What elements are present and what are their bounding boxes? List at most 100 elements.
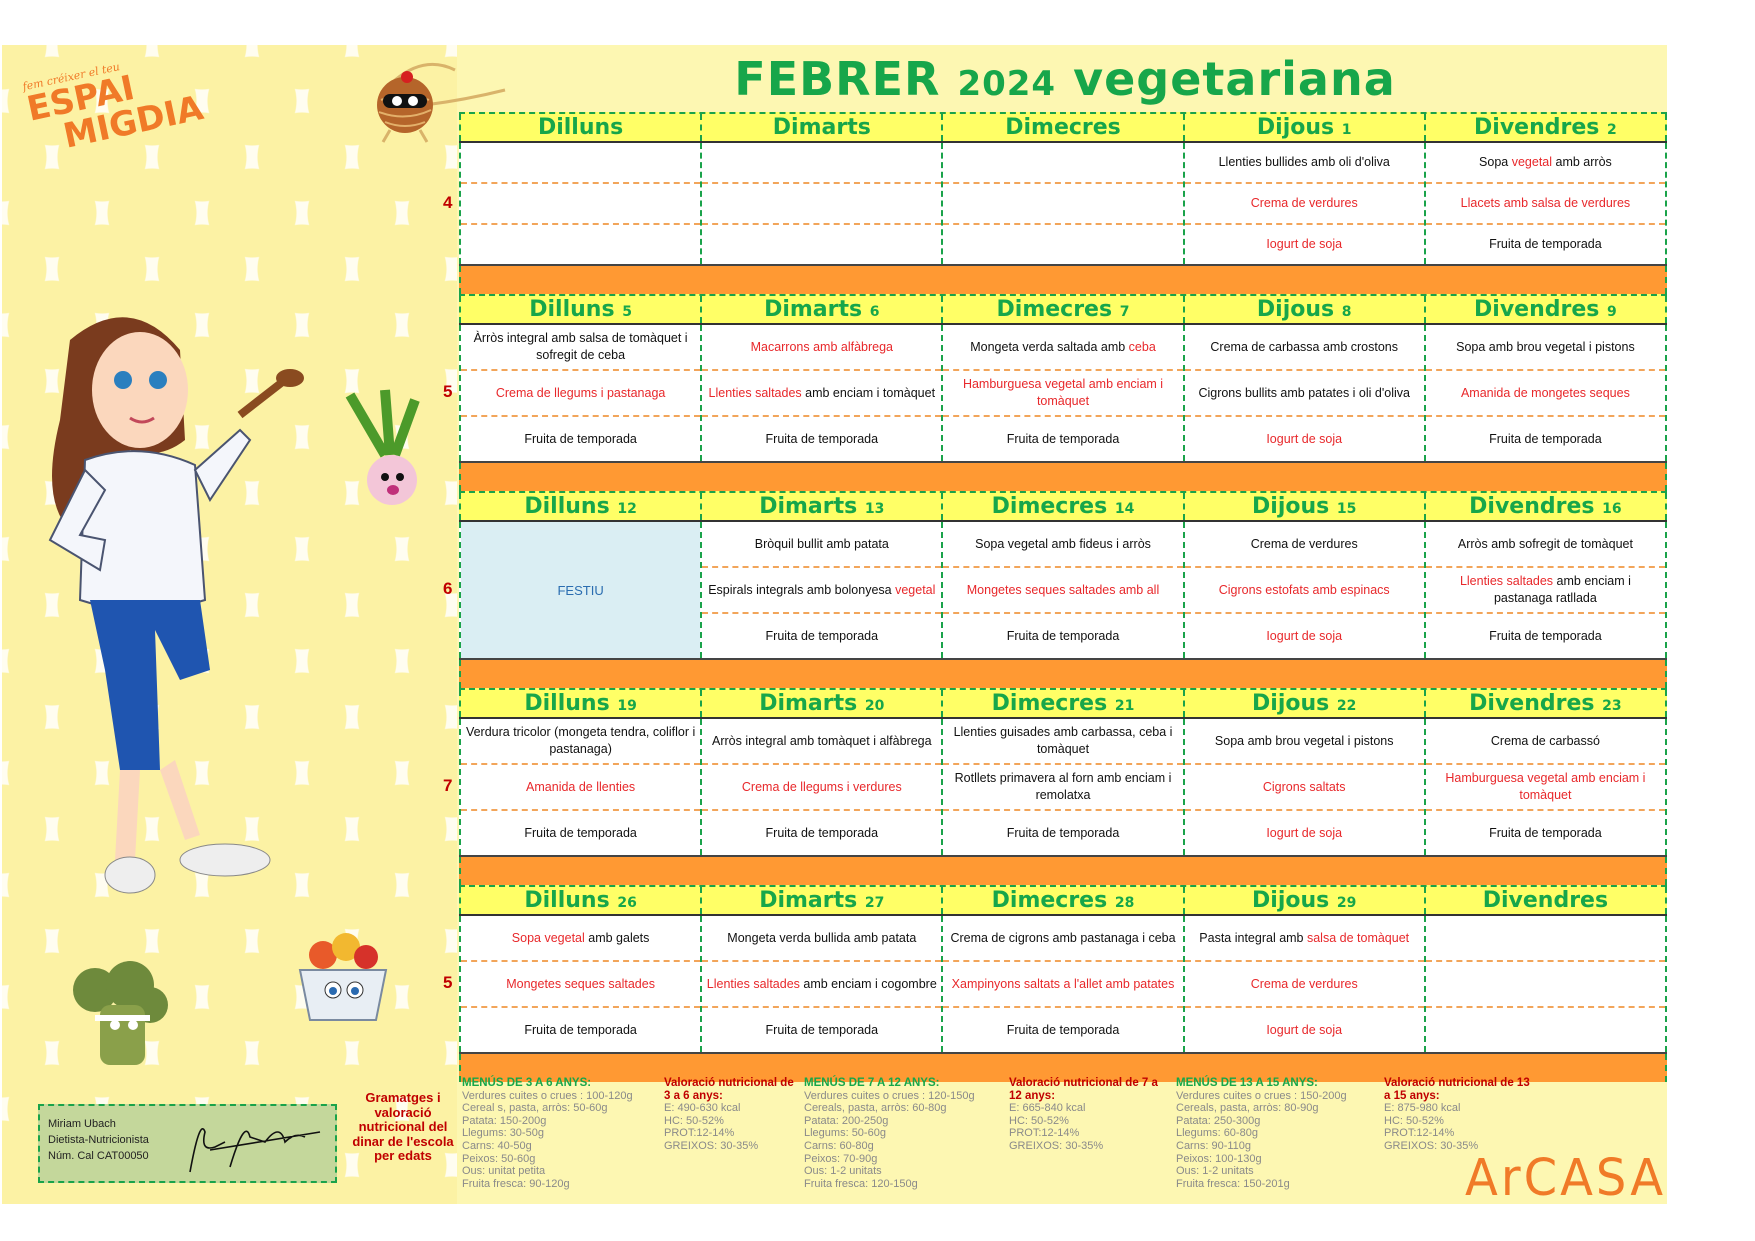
chef-character-illustration xyxy=(48,317,304,894)
dish-text: Cigrons estofats amb espinacs xyxy=(1218,582,1390,597)
day-header: Dimarts 6 xyxy=(700,296,941,323)
block-line: HC: 50-52% xyxy=(1009,1114,1069,1127)
week-separator-bar xyxy=(459,463,1667,491)
first-course-cell: Mongeta verda bullida amb patata xyxy=(702,916,942,962)
first-course-cell xyxy=(943,143,1183,184)
day-header: Dimecres 7 xyxy=(941,296,1182,323)
day-name: Divendres xyxy=(1482,888,1609,913)
week-block: Dilluns 19 Dimarts 20 Dimecres 21 Dijous 22… xyxy=(443,688,1668,885)
dessert-cell: Fruita de temporada xyxy=(943,1008,1182,1052)
block-line: Verdures cuites o crues : 150-200g xyxy=(1176,1089,1347,1102)
title-year: 2024 xyxy=(957,64,1057,104)
day-column: Sopa vegetal amb fideus i arròs Mongetes … xyxy=(941,522,1183,658)
day-header: Dimecres xyxy=(941,114,1182,141)
second-course-cell: Llacets amb salsa de verdures xyxy=(1425,184,1666,225)
day-column: FESTIU xyxy=(459,522,701,658)
dish-text: Llenties guisades amb carbassa, ceba i t… xyxy=(953,725,1173,756)
block-line: Llegums: 60-80g xyxy=(1176,1127,1258,1140)
second-course-cell: Hamburguesa vegetal amb enciam i tomàque… xyxy=(943,371,1183,417)
dish-text: Crema de cigrons amb pastanaga i ceba xyxy=(950,930,1176,945)
dish-text: amb arròs xyxy=(1552,155,1612,169)
second-course-cell: Crema de verdures xyxy=(1184,962,1424,1008)
second-course-cell: Crema de llegums i verdures xyxy=(702,765,942,811)
dish-text: Fruita de temporada xyxy=(765,825,879,840)
dessert-cell: Fruita de temporada xyxy=(702,417,941,461)
day-column: Àrròs integral amb salsa de tomàquet i s… xyxy=(459,325,701,461)
dish-text: Fruita de temporada xyxy=(524,1022,637,1037)
dessert-cell: Iogurt de soja xyxy=(1185,417,1424,461)
day-date: 28 xyxy=(1114,895,1135,911)
dish-text: Macarrons amb alfàbrega xyxy=(750,339,894,354)
block-line: PROT:12-14% xyxy=(1009,1127,1080,1140)
block-title: MENÚS DE 7 A 12 ANYS: xyxy=(804,1077,940,1089)
block-line: Patata: 150-200g xyxy=(462,1114,547,1127)
dish-text: Cigrons bullits amb patates i oli d'oliv… xyxy=(1198,385,1410,400)
day-name: Dimecres xyxy=(996,297,1113,322)
day-column xyxy=(1423,916,1668,1052)
day-date: 29 xyxy=(1336,895,1357,911)
block-line: Ous: 1-2 unitats xyxy=(804,1165,882,1178)
week-separator-bar xyxy=(459,660,1667,688)
dish-text: Fruita de temporada xyxy=(1489,825,1602,840)
day-name: Dijous xyxy=(1256,297,1335,322)
dish-text: Sopa amb brou vegetal i pistons xyxy=(1456,339,1635,354)
day-date: 1 xyxy=(1341,122,1352,138)
second-course-cell: Llenties saltades amb enciam i pastanaga… xyxy=(1425,568,1666,614)
dessert-cell: Fruita de temporada xyxy=(702,1008,941,1052)
week-block: Dilluns 26 Dimarts 27 Dimecres 28 Dijous 29… xyxy=(443,885,1668,1082)
portion-guide-block: MENÚS DE 7 A 12 ANYS: Verdures cuites o c… xyxy=(804,1077,1004,1190)
block-line: Ous: unitat petita xyxy=(462,1165,546,1178)
first-course-cell: Àrròs integral amb salsa de tomàquet i s… xyxy=(461,325,701,371)
dietitian-signature-box: Miriam Ubach Dietista-Nutricionista Núm.… xyxy=(38,1104,337,1183)
dish-text: Fruita de temporada xyxy=(1006,431,1120,446)
dish-text: amb galets xyxy=(584,930,650,945)
pot-character-icon xyxy=(298,933,388,1021)
dish-text: Arròs integral amb tomàquet i alfàbrega xyxy=(712,733,932,748)
block-line: Peixos: 100-130g xyxy=(1176,1152,1262,1165)
day-header: Dilluns 26 xyxy=(459,887,700,914)
first-course-cell: Verdura tricolor (mongeta tendra, colifl… xyxy=(461,719,701,765)
dessert-cell: Fruita de temporada xyxy=(1426,811,1665,855)
block-line: PROT:12-14% xyxy=(1384,1127,1455,1140)
block-line: E: 875-980 kcal xyxy=(1384,1102,1461,1115)
second-course-cell xyxy=(1425,962,1666,1008)
dish-text: Sopa amb brou vegetal i pistons xyxy=(1214,733,1394,748)
day-column: Verdura tricolor (mongeta tendra, colifl… xyxy=(459,719,701,855)
day-header: Dimarts xyxy=(700,114,941,141)
first-course-cell: Macarrons amb alfàbrega xyxy=(702,325,942,371)
block-line: GREIXOS: 30-35% xyxy=(1384,1139,1479,1152)
dish-text: Mongeta verda bullida amb patata xyxy=(727,930,917,945)
block-line: E: 665-840 kcal xyxy=(1009,1102,1086,1115)
dessert-cell xyxy=(461,225,700,264)
dish-text: Sopa xyxy=(1479,155,1512,169)
dish-text: Verdura tricolor (mongeta tendra, colifl… xyxy=(465,725,696,756)
dish-text: Amanida de mongetes seques xyxy=(1460,385,1630,400)
first-course-cell xyxy=(461,143,701,184)
dish-text: Llenties saltades xyxy=(706,976,800,991)
dish-text: Amanida de llenties xyxy=(526,779,636,794)
dessert-cell: Fruita de temporada xyxy=(1426,225,1665,264)
day-header: Dimarts 27 xyxy=(700,887,941,914)
day-date: 26 xyxy=(617,895,637,911)
dish-text: Crema de verdures xyxy=(1250,196,1358,210)
block-line: HC: 50-52% xyxy=(664,1114,724,1127)
day-header: Divendres 9 xyxy=(1423,296,1668,323)
second-course-cell: Llenties saltades amb enciam i tomàquet xyxy=(702,371,942,417)
block-line: Llegums: 50-60g xyxy=(804,1127,886,1140)
dish-text: vegetal xyxy=(1511,155,1553,169)
day-header: Dilluns 12 xyxy=(459,493,700,520)
week-header-row: Dilluns 26 Dimarts 27 Dimecres 28 Dijous 29… xyxy=(459,885,1668,916)
dish-text: Fruita de temporada xyxy=(1006,1022,1120,1037)
radish-character-icon xyxy=(345,389,420,505)
dish-text: amb enciam i cogombre xyxy=(799,976,937,991)
day-column: Macarrons amb alfàbrega Llenties saltades… xyxy=(700,325,942,461)
dish-text: Hamburguesa vegetal amb enciam i tomàque… xyxy=(962,377,1164,408)
dish-text: Crema de llegums i verdures xyxy=(741,779,902,794)
dessert-cell: Iogurt de soja xyxy=(1185,614,1424,658)
first-course-cell: Sopa amb brou vegetal i pistons xyxy=(1425,325,1666,371)
block-line: GREIXOS: 30-35% xyxy=(1009,1139,1104,1152)
day-name: Dilluns xyxy=(524,494,610,519)
second-course-cell: Crema de verdures xyxy=(1184,184,1424,225)
day-name: Dijous xyxy=(1252,888,1330,913)
block-line: Fruita fresca: 150-201g xyxy=(1176,1177,1290,1190)
